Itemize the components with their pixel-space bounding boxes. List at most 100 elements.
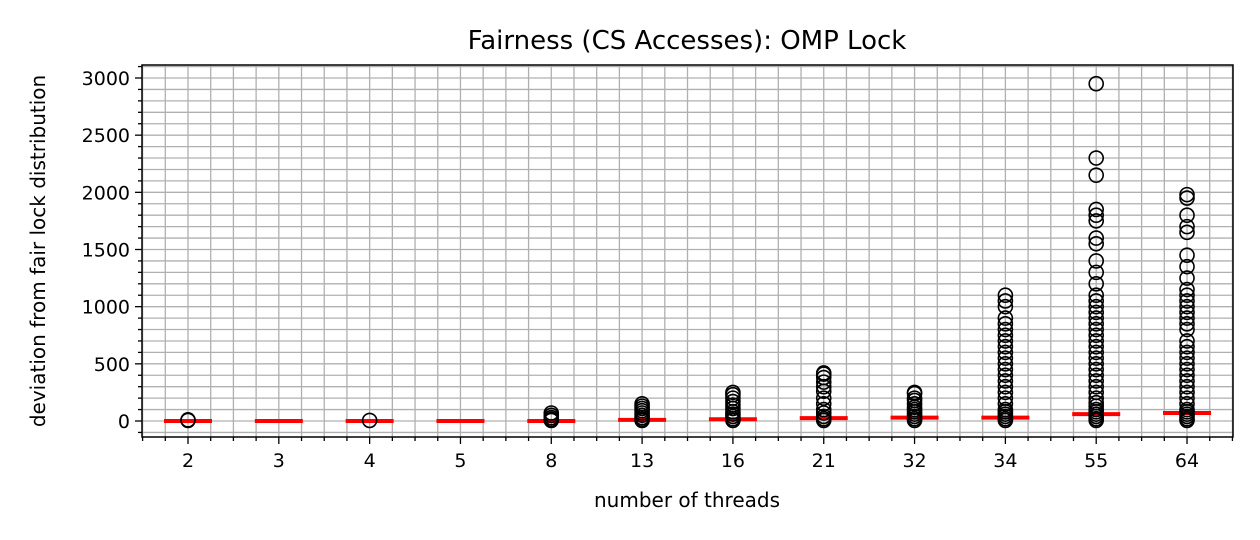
- outlier-point: [1179, 293, 1195, 309]
- outlier-point: [1088, 253, 1104, 269]
- outlier-point: [906, 390, 923, 406]
- outlier-point: [1179, 316, 1195, 332]
- outlier-point: [634, 396, 650, 412]
- y-axis-label: deviation from fair lock distribution: [26, 75, 50, 427]
- outlier-point: [906, 384, 923, 401]
- outlier-point: [997, 287, 1014, 304]
- outlier-point: [1179, 350, 1195, 366]
- outlier-point: [1088, 298, 1104, 315]
- outlier-point: [1088, 356, 1104, 372]
- outlier-point: [1088, 150, 1104, 166]
- outlier-point: [1088, 361, 1104, 378]
- outlier-point: [1088, 367, 1104, 384]
- outlier-point: [815, 365, 832, 381]
- outlier-point: [1179, 207, 1195, 223]
- outlier-point: [1179, 298, 1195, 315]
- outlier-point: [997, 338, 1014, 355]
- outlier-point: [1088, 316, 1104, 332]
- outlier-point: [997, 390, 1014, 406]
- x-axis-label: number of threads: [594, 488, 780, 512]
- outlier-point: [1179, 344, 1195, 361]
- y-tick-label: 1500: [82, 240, 130, 262]
- outlier-point: [1179, 304, 1195, 321]
- outlier-point: [1179, 224, 1195, 241]
- outlier-point: [997, 321, 1014, 338]
- outlier-point: [1179, 186, 1195, 203]
- plot-frame: [141, 64, 1234, 438]
- x-tick-label: 64: [1175, 450, 1199, 472]
- outlier-point: [997, 327, 1014, 344]
- outlier-point: [1088, 310, 1104, 326]
- outlier-point: [1088, 264, 1104, 281]
- x-tick-label: 3: [273, 450, 285, 472]
- outlier-point: [1088, 230, 1104, 246]
- outlier-point: [1179, 258, 1195, 275]
- outlier-point: [1179, 287, 1195, 304]
- outlier-point: [997, 316, 1014, 332]
- x-tick-label: 8: [545, 450, 557, 472]
- outlier-point: [997, 373, 1014, 389]
- outlier-point: [1179, 361, 1195, 378]
- chart-title: Fairness (CS Accesses): OMP Lock: [468, 26, 907, 56]
- outlier-point: [1088, 373, 1104, 389]
- outlier-point: [1088, 304, 1104, 321]
- outlier-point: [1088, 207, 1104, 223]
- outlier-point: [1179, 373, 1195, 389]
- outlier-point: [997, 293, 1014, 309]
- outlier-point: [1179, 310, 1195, 326]
- x-tick-label: 13: [630, 450, 654, 472]
- outlier-point: [1088, 344, 1104, 361]
- grid: [141, 65, 1234, 437]
- x-tick-label: 16: [721, 450, 745, 472]
- outlier-point: [815, 401, 832, 418]
- outlier-point: [1179, 384, 1195, 401]
- outlier-point: [1088, 384, 1104, 401]
- outlier-point: [1179, 281, 1195, 298]
- outlier-point: [997, 333, 1014, 349]
- outlier-point: [997, 361, 1014, 378]
- y-tick-label: 2500: [82, 125, 130, 147]
- outlier-point: [997, 396, 1014, 412]
- outlier-point: [997, 344, 1014, 361]
- outlier-point: [997, 401, 1014, 418]
- outlier-point: [997, 298, 1014, 315]
- outlier-point: [1088, 287, 1104, 304]
- x-tick-label: 55: [1084, 450, 1108, 472]
- outlier-point: [1179, 396, 1195, 412]
- outlier-point: [815, 390, 832, 406]
- outlier-point: [180, 412, 196, 428]
- outlier-point: [997, 384, 1014, 401]
- outlier-point: [1179, 378, 1195, 395]
- outlier-point: [1088, 321, 1104, 338]
- outlier-point: [1088, 293, 1104, 309]
- outlier-point: [997, 367, 1014, 384]
- x-tick-label: 21: [812, 450, 836, 472]
- outlier-point: [361, 412, 378, 429]
- x-tick-label: 34: [993, 450, 1017, 472]
- outlier-point: [1179, 321, 1195, 338]
- outlier-point: [1088, 390, 1104, 406]
- outlier-point: [997, 356, 1014, 372]
- outlier-point: [815, 396, 832, 412]
- x-tick-label: 32: [902, 450, 926, 472]
- outlier-point: [1179, 338, 1195, 355]
- y-tick-label: 500: [94, 354, 130, 376]
- outlier-point: [997, 350, 1014, 366]
- outlier-point: [1088, 235, 1104, 252]
- y-tick-label: 0: [118, 411, 130, 433]
- outlier-point: [1088, 378, 1104, 395]
- outlier-point: [1088, 333, 1104, 349]
- outlier-point: [997, 310, 1014, 326]
- outlier-point: [1088, 275, 1104, 292]
- outlier-point: [1088, 213, 1104, 229]
- outlier-point: [1179, 333, 1195, 349]
- outlier-point: [815, 374, 832, 390]
- outlier-point: [1088, 201, 1104, 218]
- outlier-point: [1179, 401, 1195, 418]
- outlier-point: [1179, 218, 1195, 235]
- outlier-point: [997, 378, 1014, 395]
- y-tick-label: 3000: [82, 68, 130, 90]
- outlier-point: [543, 405, 560, 421]
